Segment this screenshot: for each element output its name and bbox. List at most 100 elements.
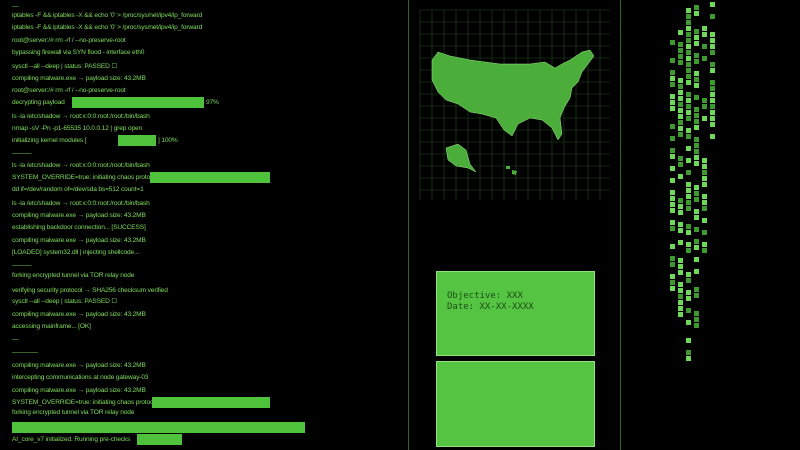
hawaii	[506, 166, 517, 175]
stream-glyph	[678, 30, 683, 35]
stream-glyph	[702, 164, 707, 169]
stream-glyph	[686, 182, 691, 187]
stream-glyph	[686, 38, 691, 43]
stream-glyph	[670, 40, 675, 45]
terminal-line: ls -la /etc/shadow → root:x:0:0:root:/ro…	[12, 200, 150, 207]
stream-glyph	[694, 5, 699, 10]
stream-glyph	[678, 306, 683, 311]
stream-glyph	[678, 54, 683, 59]
stream-glyph	[694, 257, 699, 262]
stream-glyph	[694, 323, 699, 328]
stream-glyph	[694, 227, 699, 232]
terminal-line: forking encrypted tunnel via TOR relay n…	[12, 272, 135, 279]
stream-glyph	[694, 311, 699, 316]
stream-glyph	[678, 42, 683, 47]
stream-glyph	[670, 274, 675, 279]
stream-glyph	[670, 256, 675, 261]
stream-glyph	[694, 161, 699, 166]
stream-glyph	[686, 290, 691, 295]
stream-glyph	[678, 240, 683, 245]
stream-glyph	[670, 94, 675, 99]
stream-glyph	[702, 200, 707, 205]
alaska	[445, 143, 477, 173]
stream-glyph	[670, 220, 675, 225]
stream-glyph	[686, 128, 691, 133]
stream-glyph	[710, 92, 715, 97]
stream-glyph	[702, 248, 707, 253]
terminal-line: compiling malware.exe → payload size: 43…	[12, 362, 146, 369]
stream-glyph	[686, 296, 691, 301]
stream-glyph	[702, 56, 707, 61]
stream-glyph	[710, 80, 715, 85]
stream-glyph	[670, 58, 675, 63]
stream-glyph	[702, 218, 707, 223]
stream-glyph	[686, 272, 691, 277]
terminal-line: root@server:/# rm -rf / --no-preserve-ro…	[12, 87, 126, 94]
stream-glyph	[710, 62, 715, 67]
stream-glyph	[686, 278, 691, 283]
terminal-line: ls -la /etc/shadow → root:x:0:0:root:/ro…	[12, 113, 150, 120]
stream-glyph	[694, 269, 699, 274]
stream-glyph	[686, 338, 691, 343]
terminal-line: sysctl --all --deep | status: PASSED ☐	[12, 63, 118, 70]
stream-glyph	[702, 26, 707, 31]
stream-glyph	[702, 32, 707, 37]
stream-glyph	[678, 102, 683, 107]
stream-glyph	[686, 68, 691, 73]
terminal-line: compiling malware.exe → payload size: 43…	[12, 387, 146, 394]
stream-glyph	[694, 83, 699, 88]
stream-glyph	[678, 156, 683, 161]
stream-glyph	[694, 107, 699, 112]
stream-glyph	[710, 68, 715, 73]
stream-glyph	[694, 215, 699, 220]
stream-glyph	[694, 209, 699, 214]
stream-glyph	[702, 98, 707, 103]
stream-glyph	[678, 198, 683, 203]
stream-glyph	[702, 44, 707, 49]
terminal-suffix: ] 100%	[158, 137, 178, 144]
stream-glyph	[678, 132, 683, 137]
stream-glyph	[686, 74, 691, 79]
stream-glyph	[670, 100, 675, 105]
stream-glyph	[710, 32, 715, 37]
stream-glyph	[686, 170, 691, 175]
stream-glyph	[694, 191, 699, 196]
stream-glyph	[678, 78, 683, 83]
terminal-line: —	[12, 3, 19, 10]
terminal-line: accessing mainframe... [OK]	[12, 323, 91, 330]
stream-glyph	[686, 50, 691, 55]
stream-glyph	[694, 11, 699, 16]
terminal-line: intercepting communications at node gate…	[12, 374, 149, 381]
stream-glyph	[686, 194, 691, 199]
terminal-line: ————	[12, 349, 38, 356]
stream-glyph	[710, 86, 715, 91]
stream-glyph	[694, 59, 699, 64]
stream-glyph	[702, 230, 707, 235]
stream-glyph	[686, 32, 691, 37]
stream-glyph	[670, 76, 675, 81]
stream-glyph	[686, 242, 691, 247]
progress-bar	[150, 172, 270, 183]
stream-glyph	[686, 20, 691, 25]
stream-glyph	[686, 14, 691, 19]
stream-glyph	[686, 116, 691, 121]
stream-glyph	[710, 2, 715, 7]
stream-glyph	[670, 124, 675, 129]
terminal-line: root@server:/# rm -rf / --no-preserve-ro…	[12, 37, 126, 44]
terminal-suffix: 97%	[206, 99, 219, 106]
stream-glyph	[694, 185, 699, 190]
stream-glyph	[670, 166, 675, 171]
stream-glyph	[670, 70, 675, 75]
stream-glyph	[694, 41, 699, 46]
stream-glyph	[686, 80, 691, 85]
stream-glyph	[710, 122, 715, 127]
stream-glyph	[694, 29, 699, 34]
terminal-line: iptables -F && iptables -X && echo '0' >…	[12, 24, 203, 31]
terminal-line: compiling malware.exe → payload size: 43…	[12, 212, 146, 219]
stream-glyph	[678, 210, 683, 215]
progress-bar	[12, 422, 305, 433]
stream-glyph	[678, 60, 683, 65]
stream-glyph	[694, 239, 699, 244]
stream-glyph	[686, 146, 691, 151]
